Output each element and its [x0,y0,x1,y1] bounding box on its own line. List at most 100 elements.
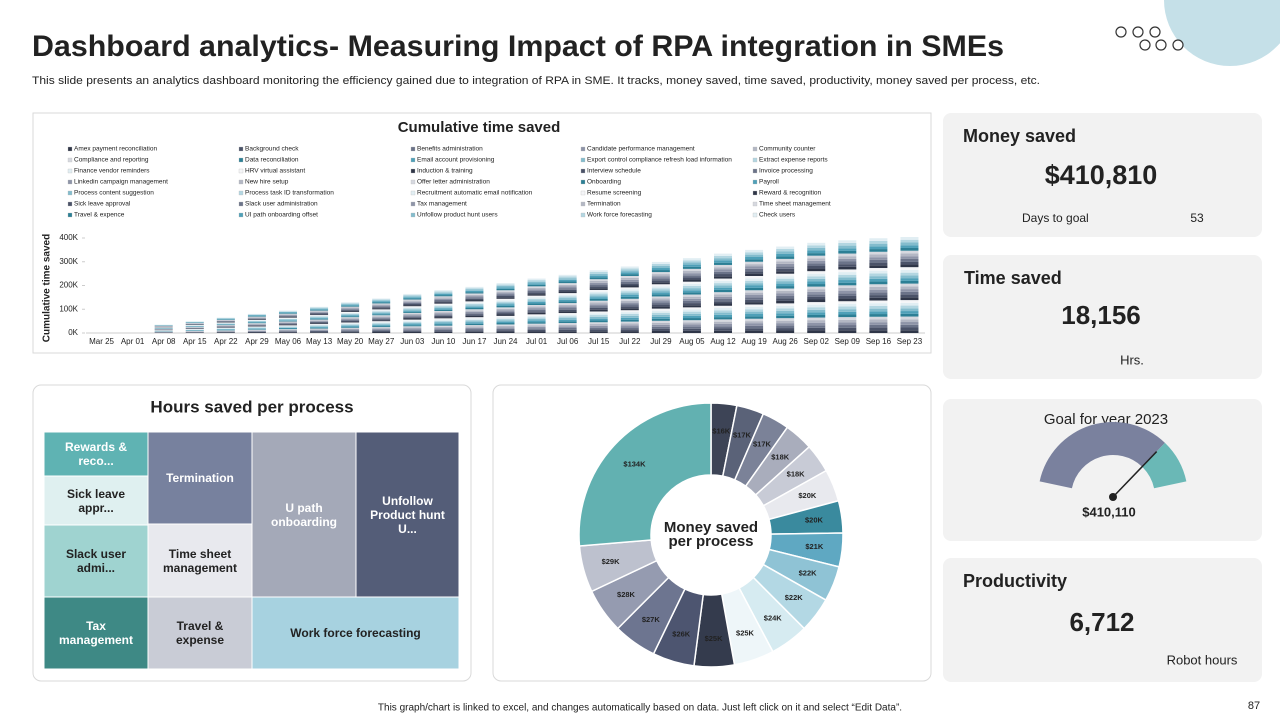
bar-segment [900,294,919,298]
bar-segment [434,297,453,299]
bar-segment [620,268,639,271]
bar-segment [278,324,297,325]
bar-segment [341,309,360,311]
legend-label: Compliance and reporting [74,157,149,164]
legend-label: Invoice processing [759,168,813,175]
bar-segment [341,308,360,310]
bar-segment [807,299,826,303]
bar-segment [310,309,329,311]
bar-segment [372,332,391,333]
bar-segment [465,327,484,330]
bar-segment [682,298,701,301]
bar-segment [682,283,701,286]
bar-segment [465,306,484,308]
bar-segment [900,242,919,246]
bar-segment [745,257,764,260]
bar-segment [465,307,484,310]
bar-segment [838,293,857,296]
x-tick-label: Sep 02 [804,337,830,346]
bar-segment [341,318,360,319]
legend-swatch [410,157,416,163]
bar-segment [869,284,888,287]
bar-segment [651,298,670,301]
x-tick-label: May 06 [275,337,302,346]
bar-segment [465,294,484,297]
x-tick-label: Aug 26 [772,337,798,346]
legend-label: Time sheet management [759,201,831,208]
legend-label: HRV virtual assistant [245,168,305,175]
bar-segment [465,322,484,324]
legend-swatch [580,179,586,185]
bar-segment [714,310,733,313]
legend-label: Work force forecasting [587,212,652,219]
bar-segment [247,313,266,315]
bar-segment [807,247,826,251]
bar-segment [247,325,266,327]
bar-segment [651,274,670,277]
bar-segment [745,271,764,274]
x-tick-label: Aug 12 [710,337,736,346]
bar-segment [434,323,453,325]
bar-segment [310,308,329,310]
bar-segment [558,304,577,307]
bar-segment [745,328,764,331]
bar-segment [589,272,608,274]
bar-segment [496,313,515,315]
bar-segment [900,275,919,279]
bar-segment [310,327,329,329]
bar-segment [869,316,888,320]
bar-segment [589,318,608,321]
bar-segment [838,287,857,291]
bar-segment [745,311,764,314]
bar-segment [682,318,701,321]
bar-segment [714,301,733,304]
bar-segment [310,330,329,332]
donut-value-label: $134K [623,460,646,469]
bar-segment [341,323,360,325]
bar-segment [278,320,297,321]
x-tick-label: Sep 16 [866,337,892,346]
bar-segment [341,321,360,323]
bar-segment [434,326,453,329]
bar-segment [807,260,826,264]
treemap-label-box: Termination [166,471,234,485]
bar-segment [869,286,888,290]
bar-segment [403,318,422,320]
bar-segment [403,322,422,325]
bar-segment [838,317,857,320]
bar-segment [807,294,826,297]
bar-segment [589,300,608,303]
bar-segment [714,262,733,265]
bar-segment [247,319,266,320]
bar-segment [558,293,577,295]
bar-segment [869,322,888,325]
bar-segment [496,318,515,321]
bar-segment [372,301,391,303]
bar-segment [900,256,919,259]
bar-segment [496,288,515,291]
bar-segment [496,284,515,286]
bar-segment [403,293,422,296]
bar-segment [589,311,608,314]
bar-segment [341,330,360,332]
bar-segment [278,322,297,323]
legend-label: Background check [245,146,299,153]
bar-segment [807,255,826,259]
bar-segment [900,311,919,314]
bar-segment [247,322,266,323]
bar-segment [403,296,422,298]
bar-segment [465,288,484,290]
bar-segment [682,324,701,327]
x-tick-label: Jun 03 [400,337,425,346]
bar-segment [496,325,515,328]
bar-segment [496,305,515,308]
bar-segment [558,308,577,310]
bar-segment [589,307,608,310]
bar-segment [558,276,577,279]
legend-swatch [580,201,586,207]
bar-segment [776,328,795,331]
bar-segment [403,299,422,301]
bar-segment [869,240,888,244]
bar-segment [465,309,484,311]
bar-segment [651,322,670,325]
